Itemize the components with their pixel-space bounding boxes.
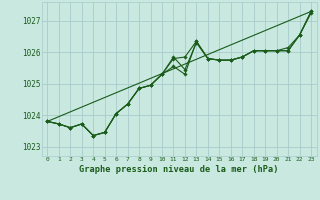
X-axis label: Graphe pression niveau de la mer (hPa): Graphe pression niveau de la mer (hPa) (79, 165, 279, 174)
